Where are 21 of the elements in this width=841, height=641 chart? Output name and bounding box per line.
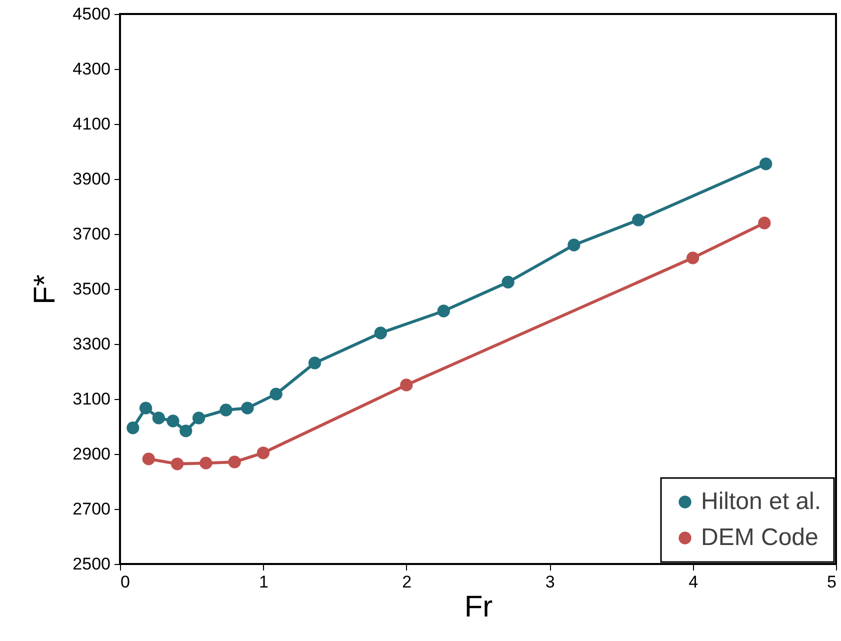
y-tick-label: 3500 bbox=[72, 280, 110, 298]
y-tick-label: 2700 bbox=[72, 500, 110, 518]
y-tick-label: 3900 bbox=[72, 170, 110, 188]
y-tick-label: 4300 bbox=[72, 60, 110, 78]
x-tick-label: 0 bbox=[120, 572, 130, 592]
y-tick-label: 3700 bbox=[72, 224, 110, 244]
x-tick-label: 5 bbox=[827, 572, 836, 592]
x-tick-label: 2 bbox=[402, 572, 412, 592]
y-axis-title: F* bbox=[28, 274, 62, 304]
x-tick-label: 1 bbox=[258, 572, 268, 592]
y-tick-label: 4500 bbox=[72, 4, 110, 24]
legend-label: Hilton et al. bbox=[701, 488, 822, 515]
y-tick-label: 3300 bbox=[72, 334, 110, 354]
x-axis-title: Fr bbox=[464, 590, 493, 624]
x-tick-label: 4 bbox=[688, 572, 698, 592]
y-tick-label: 4100 bbox=[72, 114, 110, 134]
y-tick-label: 3100 bbox=[72, 390, 110, 408]
y-tick-label: 2900 bbox=[72, 444, 110, 464]
y-tick-label: 2500 bbox=[72, 554, 110, 574]
x-tick-label: 3 bbox=[545, 572, 555, 592]
legend-label: DEM Code bbox=[701, 524, 818, 551]
